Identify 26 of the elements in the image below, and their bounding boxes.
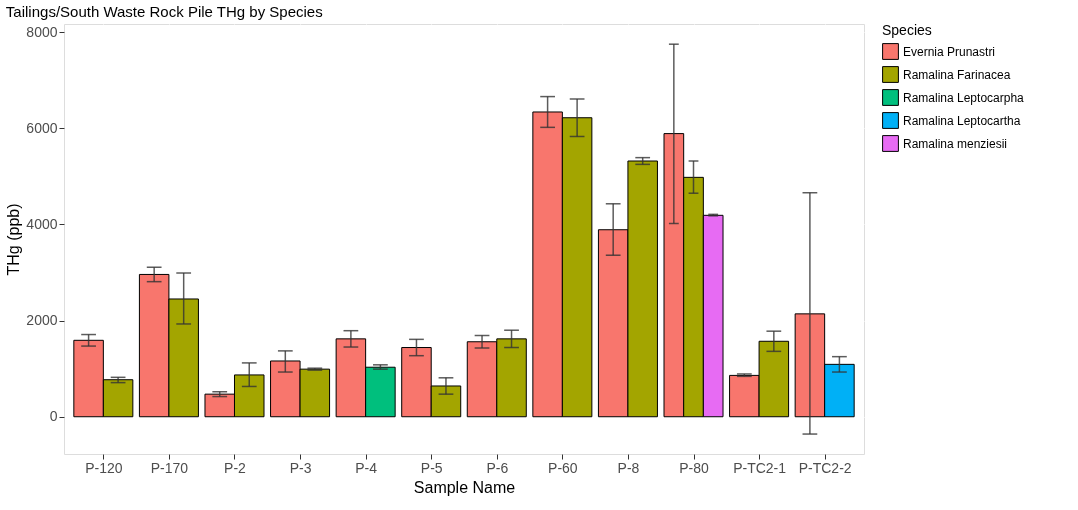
y-axis-title: THg (ppb): [5, 203, 23, 276]
x-axis-title: Sample Name: [413, 478, 516, 496]
legend-title: Species: [882, 22, 932, 38]
legend-label: Ramalina Farinacea: [903, 67, 1011, 82]
y-tick-label: 8000: [26, 23, 58, 40]
x-tick-label: P-6: [486, 459, 509, 476]
x-tick-label: P-8: [617, 459, 640, 476]
x-tick-label: P-TC2-2: [798, 459, 852, 476]
x-tick-label: P-80: [679, 459, 710, 476]
y-tick-label: 6000: [26, 119, 58, 136]
y-tick-label: 4000: [26, 215, 58, 232]
x-tick-label: P-60: [548, 459, 578, 476]
x-tick-label: P-120: [85, 459, 123, 476]
x-tick-label: P-TC2-1: [733, 459, 787, 476]
x-tick-label: P-5: [420, 459, 443, 476]
x-tick-label: P-3: [289, 459, 312, 476]
chart-title: Tailings/South Waste Rock Pile THg by Species: [5, 3, 323, 20]
legend-label: Ramalina Leptocarpha: [903, 90, 1025, 105]
y-tick-label: 2000: [26, 312, 58, 329]
x-tick-label: P-170: [150, 459, 189, 476]
y-tick-label: 0: [49, 408, 58, 425]
x-tick-label: P-2: [224, 459, 247, 476]
x-tick-label: P-4: [355, 459, 378, 476]
legend-label: Evernia Prunastri: [903, 44, 996, 59]
legend-label: Ramalina Leptocartha: [903, 113, 1021, 128]
legend-label: Ramalina menziesii: [903, 136, 1008, 151]
